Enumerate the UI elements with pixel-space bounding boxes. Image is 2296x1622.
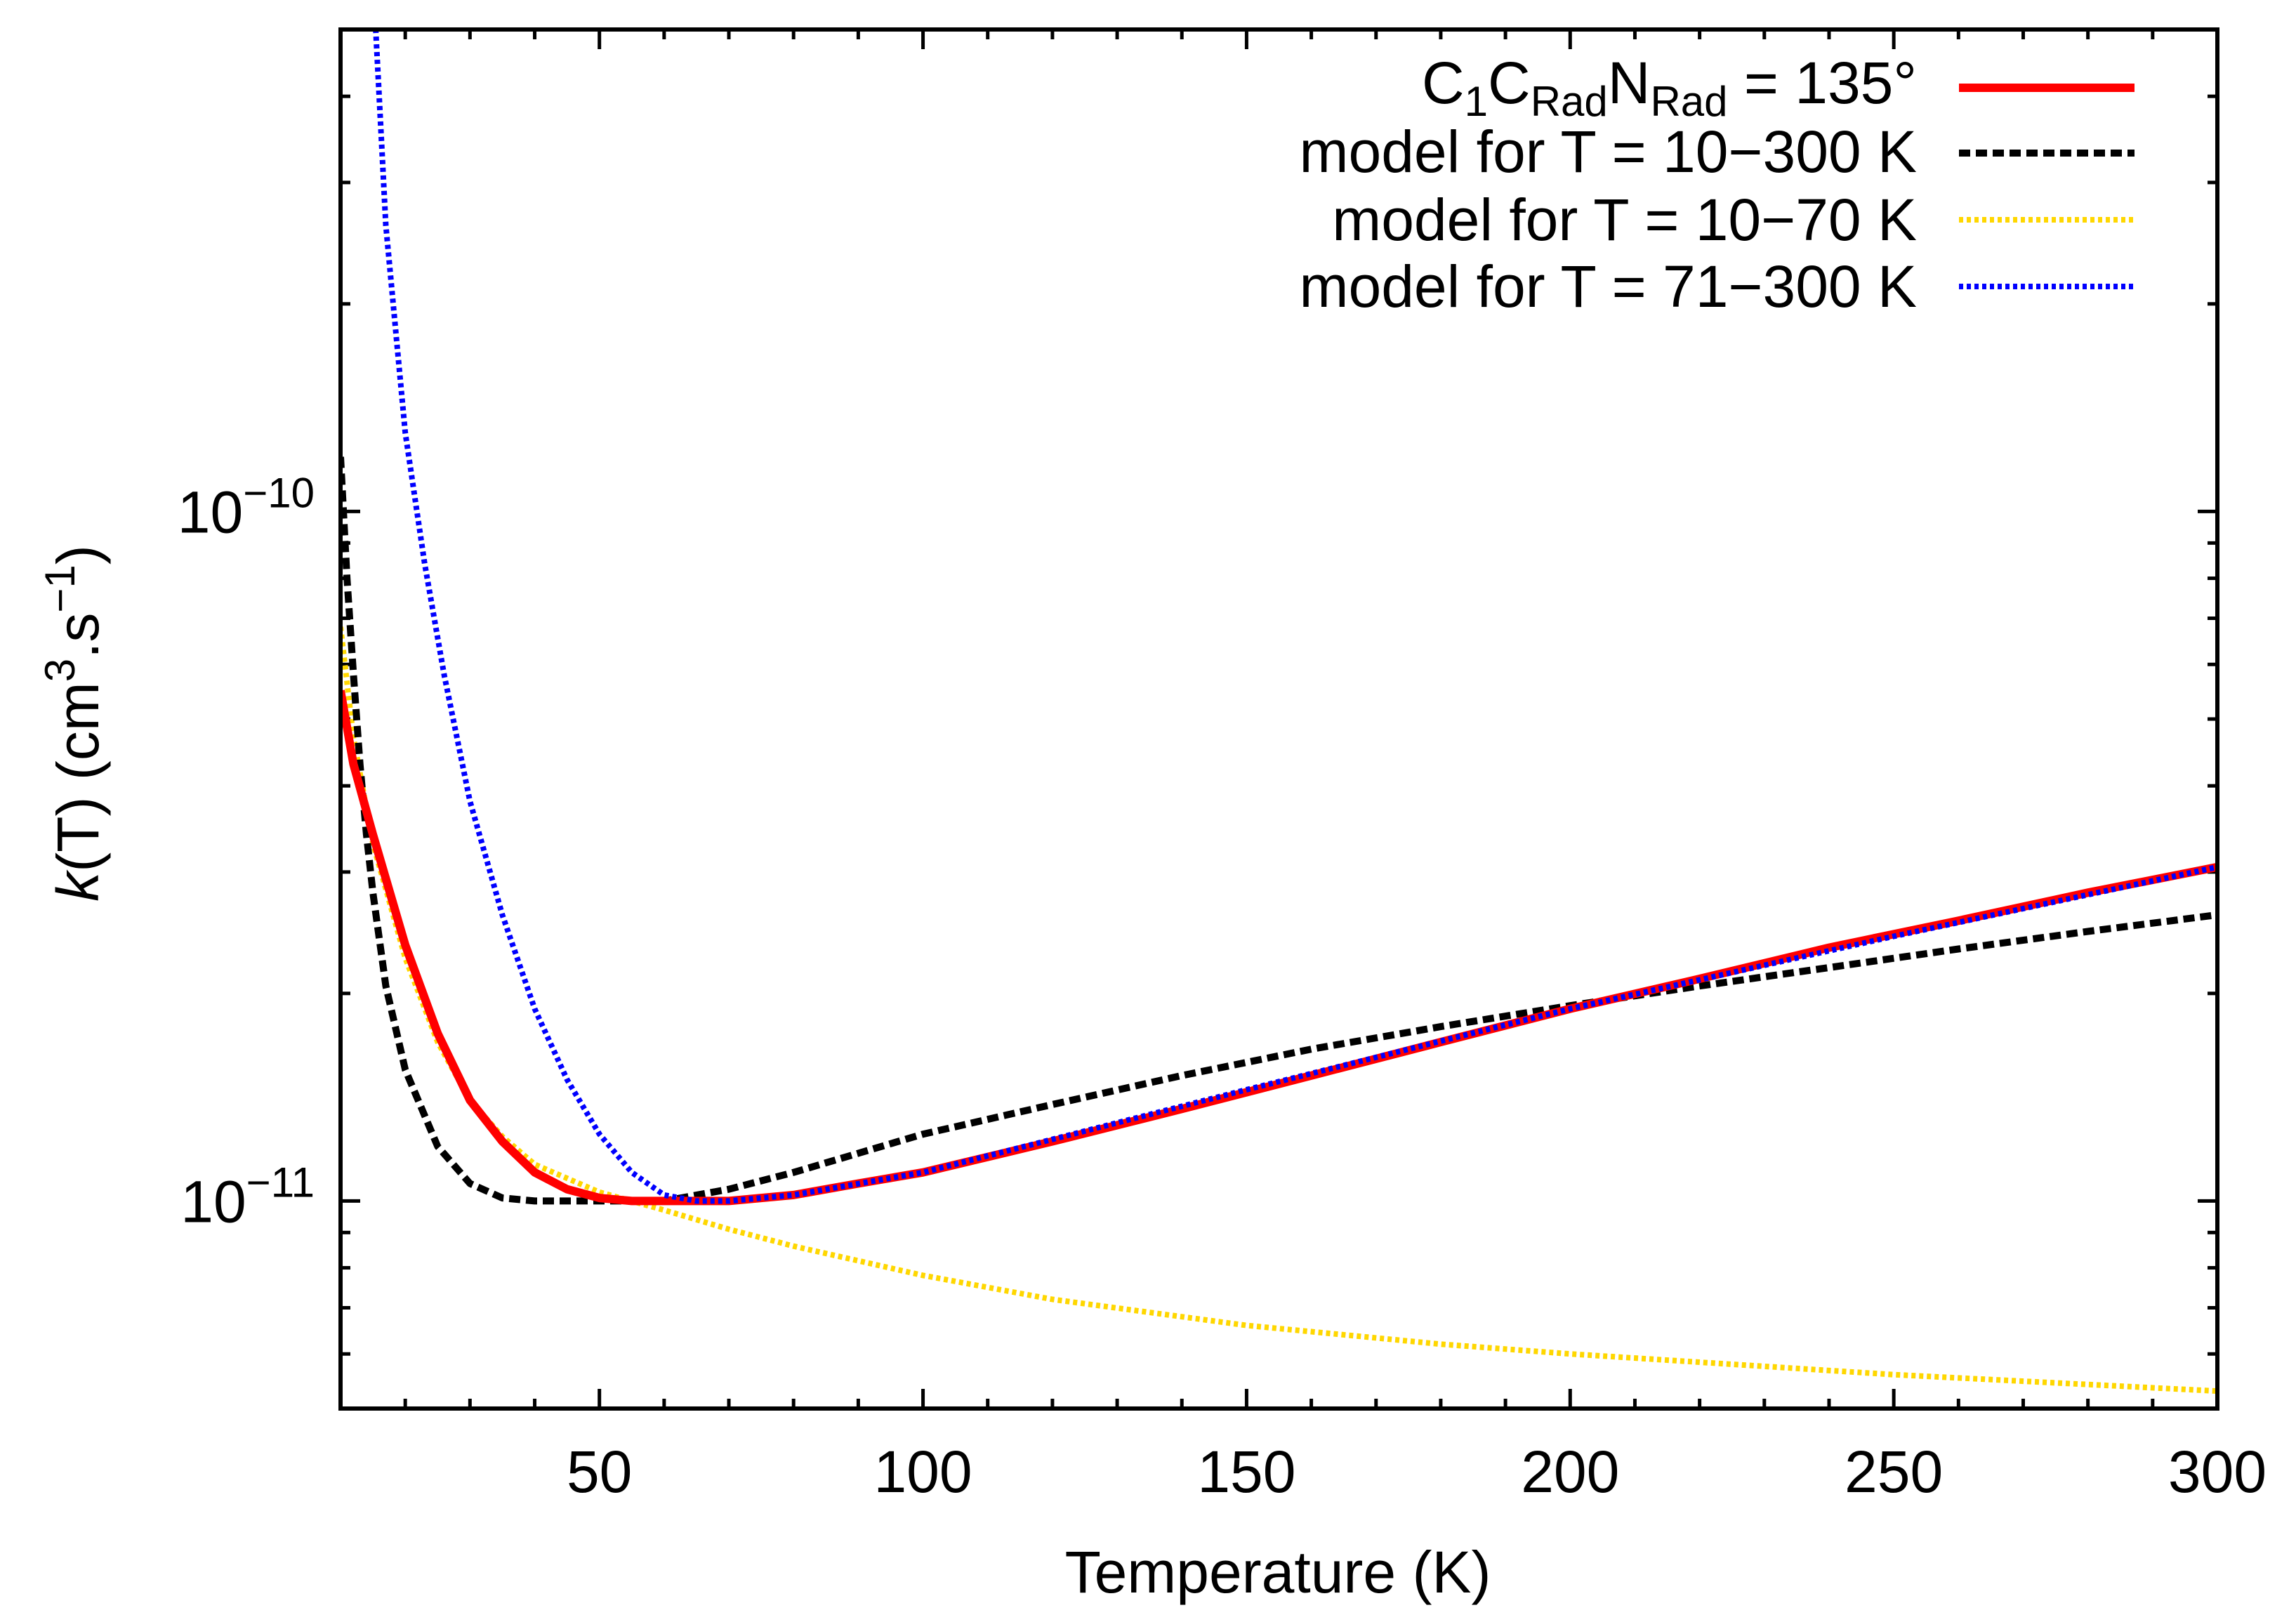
y-axis-label-italic: k [45,869,111,902]
y-tick-labels: 10−10 10−11 [178,469,315,1234]
y-axis-label-sup2: −1 [37,565,84,612]
series-line-3 [341,626,2217,1394]
y-tick-label: 10−10 [178,469,315,545]
plot-frame [338,27,2219,1411]
x-tick-label: 200 [1521,1439,1619,1505]
y-tick-label: 10−11 [180,1159,315,1234]
series-line-1 [341,690,2217,1206]
series-layer [341,29,2217,1394]
legend-label-series-1: C1CRadNRad = 135° [1422,50,1917,125]
x-tick-labels: 50 100 150 200 250 300 [567,1439,2267,1505]
y-axis-label-sup1: 3 [37,659,84,682]
x-tick-label: 250 [1845,1439,1943,1505]
legend-label-series-3: model for T = 10−70 K [1332,187,1917,253]
x-tick-label: 300 [2168,1439,2267,1505]
legend: C1CRadNRad = 135° model for T = 10−300 K… [1300,50,2135,319]
x-tick-label: 50 [567,1439,632,1505]
y-axis-label-part3: ) [45,545,111,565]
y-axis-label-part1: (T) (cm [45,682,111,872]
x-tick-label: 100 [873,1439,972,1505]
x-tick-label: 150 [1197,1439,1295,1505]
series-line-2 [341,456,2217,1205]
y-axis-label: k(T) (cm3.s−1) [37,545,111,902]
legend-label-series-2: model for T = 10−300 K [1300,119,1918,185]
legend-label-series-4: model for T = 71−300 K [1300,253,1918,319]
series-line-4 [373,29,2217,1204]
x-axis-label: Temperature (K) [1065,1539,1491,1605]
y-axis-label-part2: .s [45,613,111,659]
